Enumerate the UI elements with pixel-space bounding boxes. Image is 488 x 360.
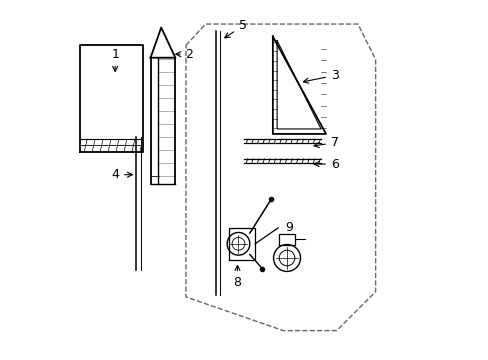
Text: 9: 9 bbox=[285, 221, 292, 234]
Text: 1: 1 bbox=[111, 48, 119, 71]
Text: 2: 2 bbox=[176, 48, 193, 61]
Text: 6: 6 bbox=[313, 158, 338, 171]
Text: 3: 3 bbox=[303, 69, 338, 83]
Text: 4: 4 bbox=[111, 168, 132, 181]
Text: 8: 8 bbox=[233, 266, 241, 289]
Text: 5: 5 bbox=[224, 19, 246, 38]
Text: 7: 7 bbox=[313, 136, 338, 149]
